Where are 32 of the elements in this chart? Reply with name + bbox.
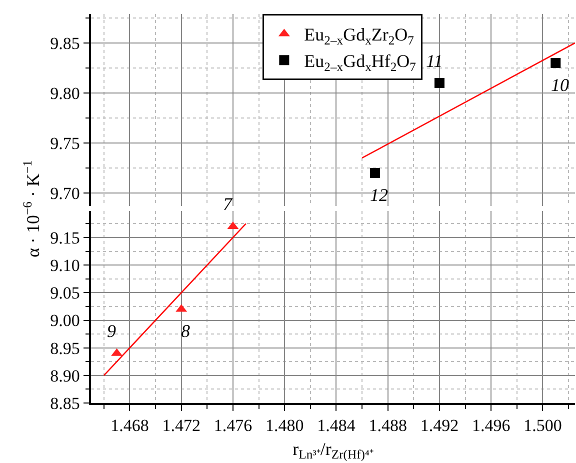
x-tick-label: 1.496 [472, 416, 510, 436]
x-tick-label: 1.480 [265, 416, 304, 436]
y-tick-label: 8.90 [50, 366, 80, 386]
y-tick-label: 9.10 [50, 256, 80, 276]
annotation: 9 [107, 321, 116, 341]
y-tick-label: 9.80 [50, 84, 80, 103]
x-tick-label: 1.468 [110, 416, 149, 436]
annotation: 12 [370, 185, 388, 205]
y-tick-label: 9.15 [50, 228, 80, 248]
point [370, 168, 380, 178]
y-tick-label: 9.75 [50, 134, 80, 153]
x-tick-label: 1.472 [162, 416, 200, 436]
y-tick-label: 9.05 [50, 284, 80, 303]
point [550, 58, 561, 68]
annotation: 7 [223, 194, 233, 214]
x-tick-label: 1.500 [524, 416, 562, 436]
annotation: 10 [551, 75, 569, 95]
legend-label: Eu$_{2–x}$Gd$_{x}$Hf$_{2}$O$_{7}$ [304, 51, 416, 74]
y-tick-label: 9.70 [50, 184, 80, 203]
y-tick-label: 9.85 [50, 34, 80, 53]
x-tick-label: 1.484 [317, 416, 356, 436]
legend-label: Eu$_{2–x}$Gd$_{x}$Zr$_{2}$O$_{7}$ [304, 24, 414, 48]
x-tick-label: 1.488 [368, 416, 407, 436]
annotation: 8 [181, 321, 190, 341]
x-axis-title: r$_{Ln³⁺}$/r$_{Zr(Hf)⁴⁺}$ [292, 438, 374, 462]
point [434, 78, 444, 88]
y-tick-label: 9.00 [50, 311, 80, 330]
y-tick-label: 8.95 [50, 338, 80, 358]
annotation: 11 [426, 51, 443, 71]
x-tick-label: 1.476 [214, 416, 252, 436]
x-tick-label: 1.492 [420, 416, 459, 436]
y-tick-label: 8.85 [50, 394, 80, 413]
